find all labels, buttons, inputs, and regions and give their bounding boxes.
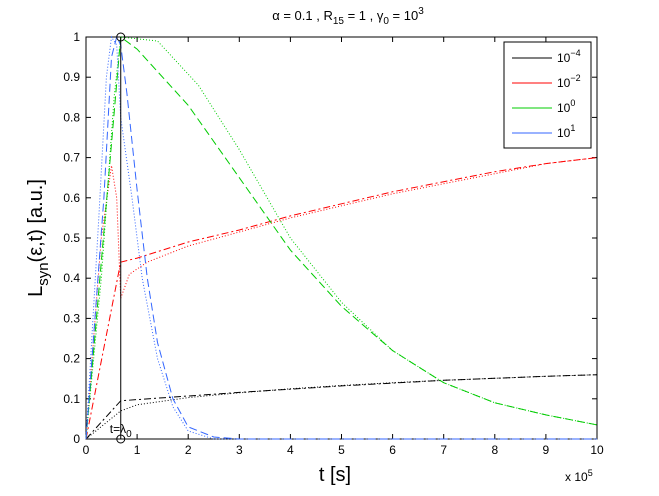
series-line-4 (85, 36, 598, 440)
y-tick-label: 0.6 (63, 191, 80, 205)
y-tick-label: 0.1 (63, 392, 80, 406)
legend: 10−4 10−2 100 101 (503, 41, 592, 149)
series-line-1 (85, 374, 598, 440)
x-tick-label: 7 (440, 443, 447, 457)
y-tick-label: 1 (73, 30, 80, 44)
legend-entry-label: 101 (557, 123, 575, 140)
x-tick-label: 2 (185, 443, 192, 457)
x-axis-ticks: 0 1 2 3 4 5 6 7 8 9 10 (83, 37, 604, 457)
series-line-2 (85, 157, 598, 440)
x-axis-label: t [s] (319, 464, 351, 486)
y-tick-label: 0 (73, 432, 80, 446)
x-tick-label: 4 (287, 443, 294, 457)
x-tick-label: 10 (590, 443, 604, 457)
legend-entry-label: 100 (557, 98, 575, 115)
y-tick-label: 0.5 (63, 231, 80, 245)
x-tick-label: 8 (491, 443, 498, 457)
y-tick-label: 0.9 (63, 70, 80, 84)
legend-entry-label: 10−2 (557, 73, 581, 90)
y-axis-label: Lsyn(ε,t) [a.u.] (25, 179, 52, 297)
legend-entry-label: 10−4 (557, 48, 581, 65)
y-tick-label: 0.8 (63, 110, 80, 124)
x-tick-label: 9 (543, 443, 550, 457)
chart-title: α = 0.1 , R15 = 1 , γ0 = 103 (272, 6, 424, 27)
legend-box (503, 41, 592, 149)
y-tick-label: 0.7 (63, 151, 80, 165)
y-tick-label: 0.2 (63, 352, 80, 366)
y-tick-label: 0.3 (63, 311, 80, 325)
x-tick-label: 3 (236, 443, 243, 457)
series-group (85, 35, 598, 440)
lambda-marker-top-circle (116, 32, 126, 42)
lambda-marker-bottom-circle (116, 434, 126, 444)
lambda-annotation: t=λ0 (110, 422, 132, 440)
x-tick-label: 0 (83, 443, 90, 457)
y-axis-ticks: 0 0.1 0.2 0.3 0.4 0.5 0.6 0.7 0.8 0.9 1 (63, 30, 597, 446)
series-line-0 (85, 374, 598, 440)
x-tick-label: 1 (134, 443, 141, 457)
series-line-3 (85, 157, 598, 440)
x-tick-label: 6 (389, 443, 396, 457)
x-axis-multiplier: x 105 (565, 468, 593, 484)
x-tick-label: 5 (338, 443, 345, 457)
series-line-6 (85, 35, 597, 440)
y-tick-label: 0.4 (63, 271, 80, 285)
